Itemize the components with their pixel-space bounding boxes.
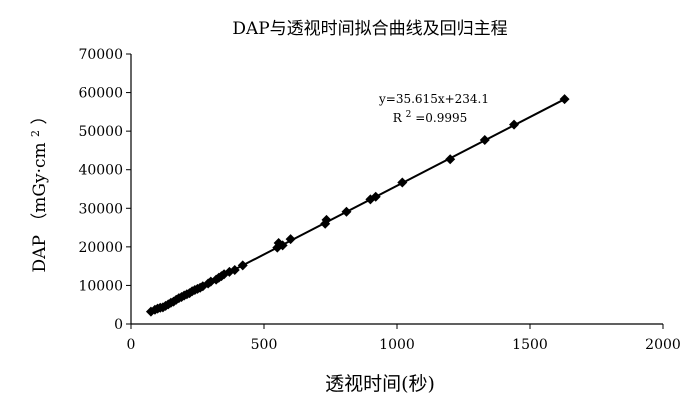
y-axis-label: DAP （mGy·cm 2 ）	[24, 108, 50, 273]
r-squared-sup: 2	[406, 110, 412, 120]
x-tick-label: 2000	[645, 337, 681, 353]
y-tick-label: 40000	[78, 163, 123, 179]
y-tick-label: 20000	[78, 240, 123, 256]
y-axis-label-main: DAP	[30, 235, 50, 272]
data-point	[229, 265, 240, 275]
x-tick-label: 1000	[379, 337, 415, 353]
y-axis-label-unit-sup: 2	[29, 130, 42, 137]
chart-title: DAP与透视时间拟合曲线及回归主程	[232, 19, 507, 39]
y-axis-label-unit-open: （mGy·cm	[30, 142, 50, 229]
r-squared: R 2 =0.9995	[393, 106, 467, 125]
data-point	[237, 260, 248, 271]
data-points	[145, 94, 570, 317]
data-point	[397, 177, 408, 188]
data-point	[321, 214, 332, 225]
data-point	[370, 191, 381, 202]
x-tick-label: 0	[127, 337, 136, 353]
x-ticks: 0 500 1000 1500 2000	[127, 324, 681, 353]
y-axis-label-unit-close: ）	[30, 108, 50, 125]
data-point	[341, 206, 352, 217]
data-point	[559, 94, 570, 105]
y-ticks: 0 10000 20000 30000 40000 50000 60000 70000	[78, 47, 131, 333]
y-tick-label: 50000	[78, 124, 123, 140]
r-squared-prefix: R	[393, 111, 403, 125]
y-tick-label: 60000	[78, 86, 123, 102]
x-tick-label: 500	[251, 337, 278, 353]
y-tick-label: 0	[114, 317, 123, 333]
r-squared-value: =0.9995	[415, 111, 467, 125]
regression-equation: y=35.615x+234.1	[378, 92, 489, 106]
y-tick-label: 10000	[78, 278, 123, 294]
data-point	[445, 154, 456, 165]
data-point	[285, 234, 296, 245]
x-axis-label: 透视时间(秒)	[325, 373, 435, 395]
data-point	[479, 135, 490, 146]
data-point	[277, 240, 288, 251]
y-tick-label: 30000	[78, 201, 123, 217]
y-tick-label: 70000	[78, 47, 123, 63]
data-point	[509, 119, 520, 130]
x-tick-label: 1500	[512, 337, 548, 353]
